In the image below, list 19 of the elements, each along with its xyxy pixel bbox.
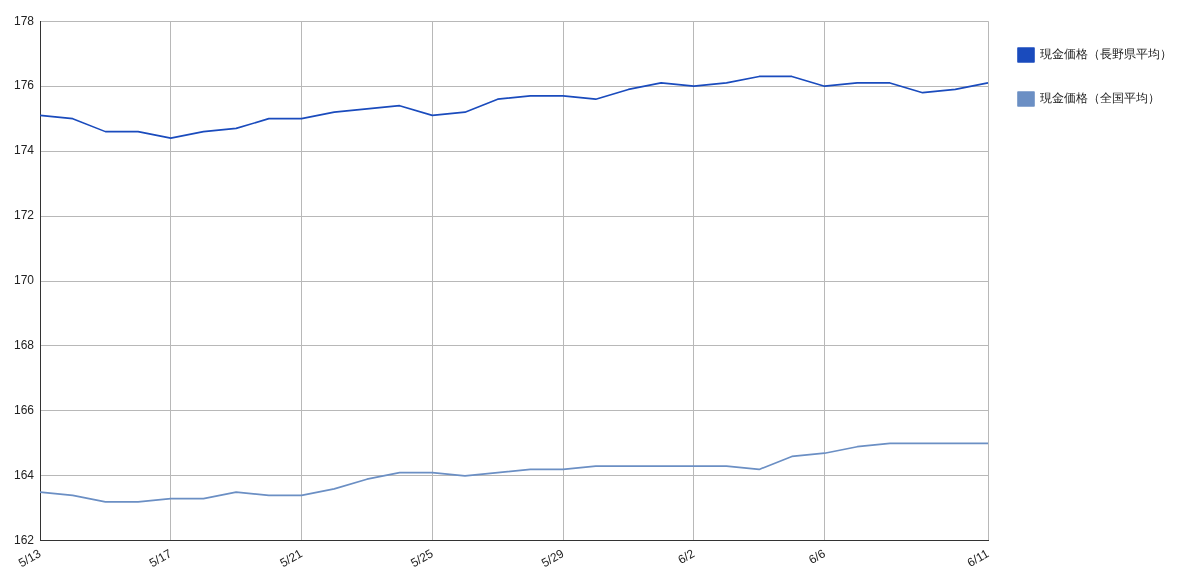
y-tick-label: 178 [13, 13, 35, 28]
y-tick-label: 162 [13, 533, 35, 548]
legend-label: 現金価格（全国平均） [1040, 91, 1160, 106]
y-tick-label: 170 [13, 273, 35, 288]
x-tick-label: 5/13 [15, 546, 44, 571]
y-tick-label: 168 [13, 338, 35, 353]
x-tick-label: 6/2 [675, 546, 698, 567]
y-tick-label: 166 [13, 403, 35, 418]
x-tick-label: 6/11 [964, 546, 992, 570]
x-tick-label: 5/25 [408, 546, 436, 571]
y-tick-label: 174 [13, 143, 35, 158]
y-tick-label: 164 [13, 468, 35, 483]
y-tick-label: 172 [13, 208, 35, 223]
x-tick-label: 6/6 [806, 546, 828, 567]
y-tick-label: 176 [13, 78, 35, 93]
x-tick-label: 5/29 [539, 546, 567, 571]
x-tick-label: 5/21 [277, 546, 305, 571]
x-tick-label: 5/17 [146, 546, 175, 571]
legend-label: 現金価格（長野県平均） [1040, 47, 1172, 62]
